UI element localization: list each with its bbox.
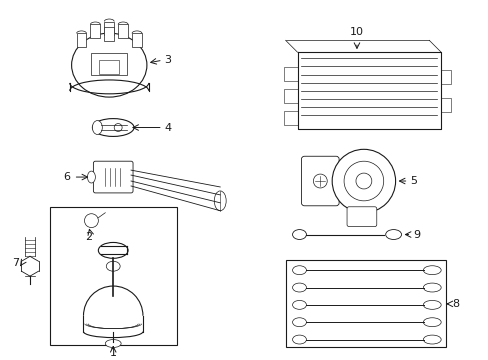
Text: 7: 7: [13, 258, 20, 268]
Bar: [90, 24, 100, 39]
Bar: [440, 70, 450, 84]
Text: 10: 10: [349, 27, 363, 37]
Ellipse shape: [385, 230, 401, 239]
Circle shape: [313, 174, 326, 188]
Text: 8: 8: [451, 299, 459, 309]
Ellipse shape: [292, 318, 306, 327]
Ellipse shape: [87, 171, 95, 183]
Text: 4: 4: [164, 122, 171, 132]
Circle shape: [331, 149, 395, 213]
Circle shape: [84, 214, 98, 228]
Ellipse shape: [214, 191, 226, 211]
Ellipse shape: [423, 335, 440, 344]
Bar: [283, 111, 297, 125]
Ellipse shape: [292, 300, 306, 309]
Text: 1: 1: [109, 348, 117, 359]
Circle shape: [355, 173, 371, 189]
Ellipse shape: [105, 339, 121, 347]
Bar: [77, 33, 86, 47]
Bar: [104, 22, 114, 35]
Circle shape: [114, 123, 122, 131]
Bar: [104, 27, 114, 41]
Bar: [91, 53, 127, 75]
FancyBboxPatch shape: [346, 207, 376, 226]
Text: 9: 9: [412, 230, 419, 239]
Ellipse shape: [92, 118, 134, 136]
Bar: [99, 60, 119, 74]
Ellipse shape: [98, 242, 128, 258]
Ellipse shape: [292, 230, 306, 239]
FancyBboxPatch shape: [301, 156, 339, 206]
Ellipse shape: [71, 33, 146, 97]
Ellipse shape: [106, 261, 120, 271]
Bar: [50, 207, 176, 346]
Ellipse shape: [292, 335, 306, 344]
Text: 2: 2: [85, 231, 92, 242]
Bar: [283, 67, 297, 81]
Text: 3: 3: [164, 55, 171, 65]
Ellipse shape: [292, 266, 306, 275]
Ellipse shape: [423, 283, 440, 292]
Ellipse shape: [292, 283, 306, 292]
FancyBboxPatch shape: [93, 161, 133, 193]
Bar: [118, 24, 128, 39]
Bar: [285, 260, 445, 347]
Bar: [440, 98, 450, 112]
Ellipse shape: [423, 318, 440, 327]
Text: 6: 6: [63, 172, 70, 182]
Bar: [132, 33, 142, 47]
Bar: [283, 89, 297, 103]
Ellipse shape: [423, 266, 440, 275]
Ellipse shape: [92, 121, 102, 134]
Ellipse shape: [423, 300, 440, 309]
Circle shape: [344, 161, 383, 201]
Text: 5: 5: [409, 176, 416, 186]
